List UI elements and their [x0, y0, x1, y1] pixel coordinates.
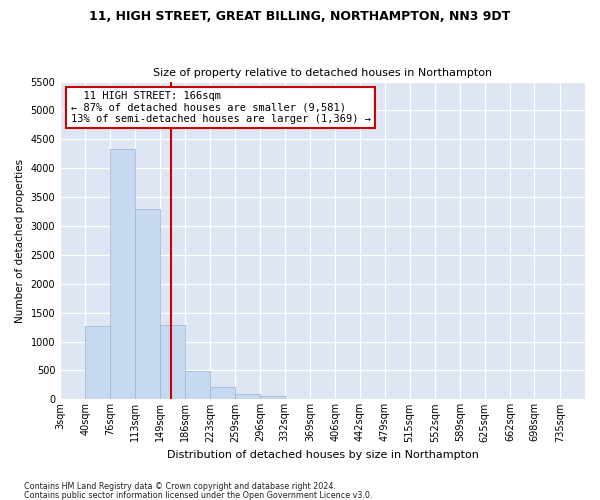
- Title: Size of property relative to detached houses in Northampton: Size of property relative to detached ho…: [153, 68, 492, 78]
- Bar: [135, 208, 160, 400]
- Text: 11, HIGH STREET, GREAT BILLING, NORTHAMPTON, NN3 9DT: 11, HIGH STREET, GREAT BILLING, NORTHAMP…: [89, 10, 511, 23]
- Bar: [185, 371, 211, 400]
- Text: 11 HIGH STREET: 166sqm
← 87% of detached houses are smaller (9,581)
13% of semi-: 11 HIGH STREET: 166sqm ← 87% of detached…: [71, 91, 371, 124]
- Bar: [260, 396, 285, 400]
- Bar: [211, 388, 235, 400]
- Text: Contains HM Land Registry data © Crown copyright and database right 2024.: Contains HM Land Registry data © Crown c…: [24, 482, 336, 491]
- Bar: [85, 326, 110, 400]
- Text: Contains public sector information licensed under the Open Government Licence v3: Contains public sector information licen…: [24, 490, 373, 500]
- Bar: [110, 149, 135, 400]
- Bar: [160, 326, 185, 400]
- X-axis label: Distribution of detached houses by size in Northampton: Distribution of detached houses by size …: [167, 450, 479, 460]
- Y-axis label: Number of detached properties: Number of detached properties: [15, 158, 25, 322]
- Bar: [235, 394, 260, 400]
